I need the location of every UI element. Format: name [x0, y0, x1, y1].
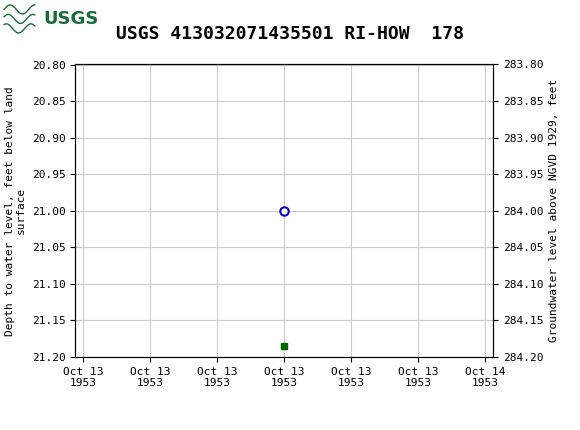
Text: USGS 413032071435501 RI-HOW  178: USGS 413032071435501 RI-HOW 178: [116, 25, 464, 43]
FancyBboxPatch shape: [3, 2, 107, 36]
Y-axis label: Groundwater level above NGVD 1929, feet: Groundwater level above NGVD 1929, feet: [549, 79, 559, 342]
Text: USGS: USGS: [44, 10, 99, 28]
Legend: Period of approved data: Period of approved data: [197, 426, 371, 430]
Y-axis label: Depth to water level, feet below land
surface: Depth to water level, feet below land su…: [5, 86, 26, 335]
